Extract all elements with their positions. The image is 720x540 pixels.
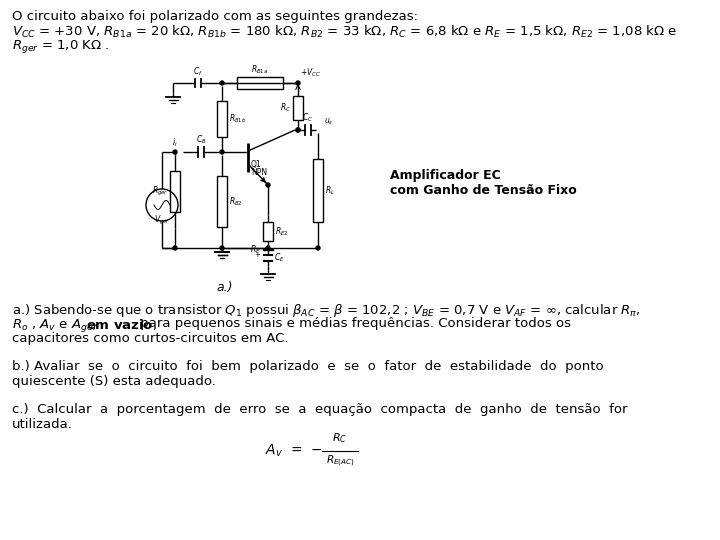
Text: $R_{B2}$: $R_{B2}$ <box>229 195 243 208</box>
Text: NPN: NPN <box>251 168 267 177</box>
Text: quiescente (S) esta adequado.: quiescente (S) esta adequado. <box>12 375 216 388</box>
Text: b.) Avaliar  se  o  circuito  foi  bem  polarizado  e  se  o  fator  de  estabil: b.) Avaliar se o circuito foi bem polari… <box>12 360 603 373</box>
Circle shape <box>220 81 224 85</box>
Text: $R_{B1b}$: $R_{B1b}$ <box>229 113 246 125</box>
Circle shape <box>220 150 224 154</box>
Text: $R_{E(AC)}$: $R_{E(AC)}$ <box>325 454 354 469</box>
Text: $V_{ger}$: $V_{ger}$ <box>154 214 170 227</box>
Circle shape <box>173 150 177 154</box>
Circle shape <box>296 81 300 85</box>
Circle shape <box>220 246 224 250</box>
Text: $+V_{CC}$: $+V_{CC}$ <box>300 66 321 79</box>
Bar <box>293 96 303 120</box>
Bar <box>263 249 273 251</box>
Text: $R_{ger}$ = 1,0 K$\Omega$ .: $R_{ger}$ = 1,0 K$\Omega$ . <box>12 38 109 55</box>
Circle shape <box>316 246 320 250</box>
Text: para pequenos sinais e médias frequências. Considerar todos os: para pequenos sinais e médias frequência… <box>136 317 571 330</box>
Text: a.) Sabendo-se que o transistor $Q_1$ possui $\beta_{AC}$ = $\beta$ = 102,2 ; $V: a.) Sabendo-se que o transistor $Q_1$ po… <box>12 302 641 319</box>
Text: $A_v$  =  $-$: $A_v$ = $-$ <box>265 443 323 459</box>
Text: $C_f$: $C_f$ <box>192 65 202 78</box>
Text: c.)  Calcular  a  porcentagem  de  erro  se  a  equação  compacta  de  ganho  de: c.) Calcular a porcentagem de erro se a … <box>12 403 628 416</box>
Text: $C_E$: $C_E$ <box>274 252 284 264</box>
Text: Amplificador EC: Amplificador EC <box>390 168 500 181</box>
Text: $R_L$: $R_L$ <box>325 184 335 197</box>
Circle shape <box>296 128 300 132</box>
Circle shape <box>296 128 300 132</box>
Bar <box>170 171 180 212</box>
Bar <box>237 77 283 89</box>
Text: $R_o$ , $A_v$ e $A_{ger}$: $R_o$ , $A_v$ e $A_{ger}$ <box>12 317 99 334</box>
Text: O circuito abaixo foi polarizado com as seguintes grandezas:: O circuito abaixo foi polarizado com as … <box>12 10 418 23</box>
Circle shape <box>173 246 177 250</box>
Text: $R_C$: $R_C$ <box>280 102 291 114</box>
Text: $R_C$: $R_C$ <box>333 431 348 445</box>
Text: $C_C$: $C_C$ <box>302 111 313 124</box>
Circle shape <box>266 246 270 250</box>
Bar <box>217 176 227 227</box>
Bar <box>263 222 273 241</box>
Text: capacitores como curtos-circuitos em AC.: capacitores como curtos-circuitos em AC. <box>12 332 289 345</box>
Text: $i_i$: $i_i$ <box>172 137 178 149</box>
Bar <box>217 101 227 137</box>
Text: $V_{CC}$ = +30 V, $R_{B1a}$ = 20 k$\Omega$, $R_{B1b}$ = 180 k$\Omega$, $R_{B2}$ : $V_{CC}$ = +30 V, $R_{B1a}$ = 20 k$\Omeg… <box>12 24 678 40</box>
Text: $C_B$: $C_B$ <box>196 133 207 146</box>
Bar <box>313 159 323 222</box>
Text: +: + <box>254 252 260 258</box>
Circle shape <box>266 183 270 187</box>
Text: $u_s$: $u_s$ <box>324 117 333 127</box>
Text: com Ganho de Tensão Fixo: com Ganho de Tensão Fixo <box>390 185 577 198</box>
Text: $R_{B1a}$: $R_{B1a}$ <box>251 64 269 76</box>
Text: $\bf{em\ vazio}$,: $\bf{em\ vazio}$, <box>86 317 157 332</box>
Text: Q1: Q1 <box>251 160 261 169</box>
Text: $R_{ger}$: $R_{ger}$ <box>151 185 168 198</box>
Text: $R_{E2}$: $R_{E2}$ <box>275 225 289 238</box>
Text: a.): a.) <box>217 281 233 294</box>
Text: utilizada.: utilizada. <box>12 418 73 431</box>
Text: $R_E$: $R_E$ <box>251 243 261 256</box>
